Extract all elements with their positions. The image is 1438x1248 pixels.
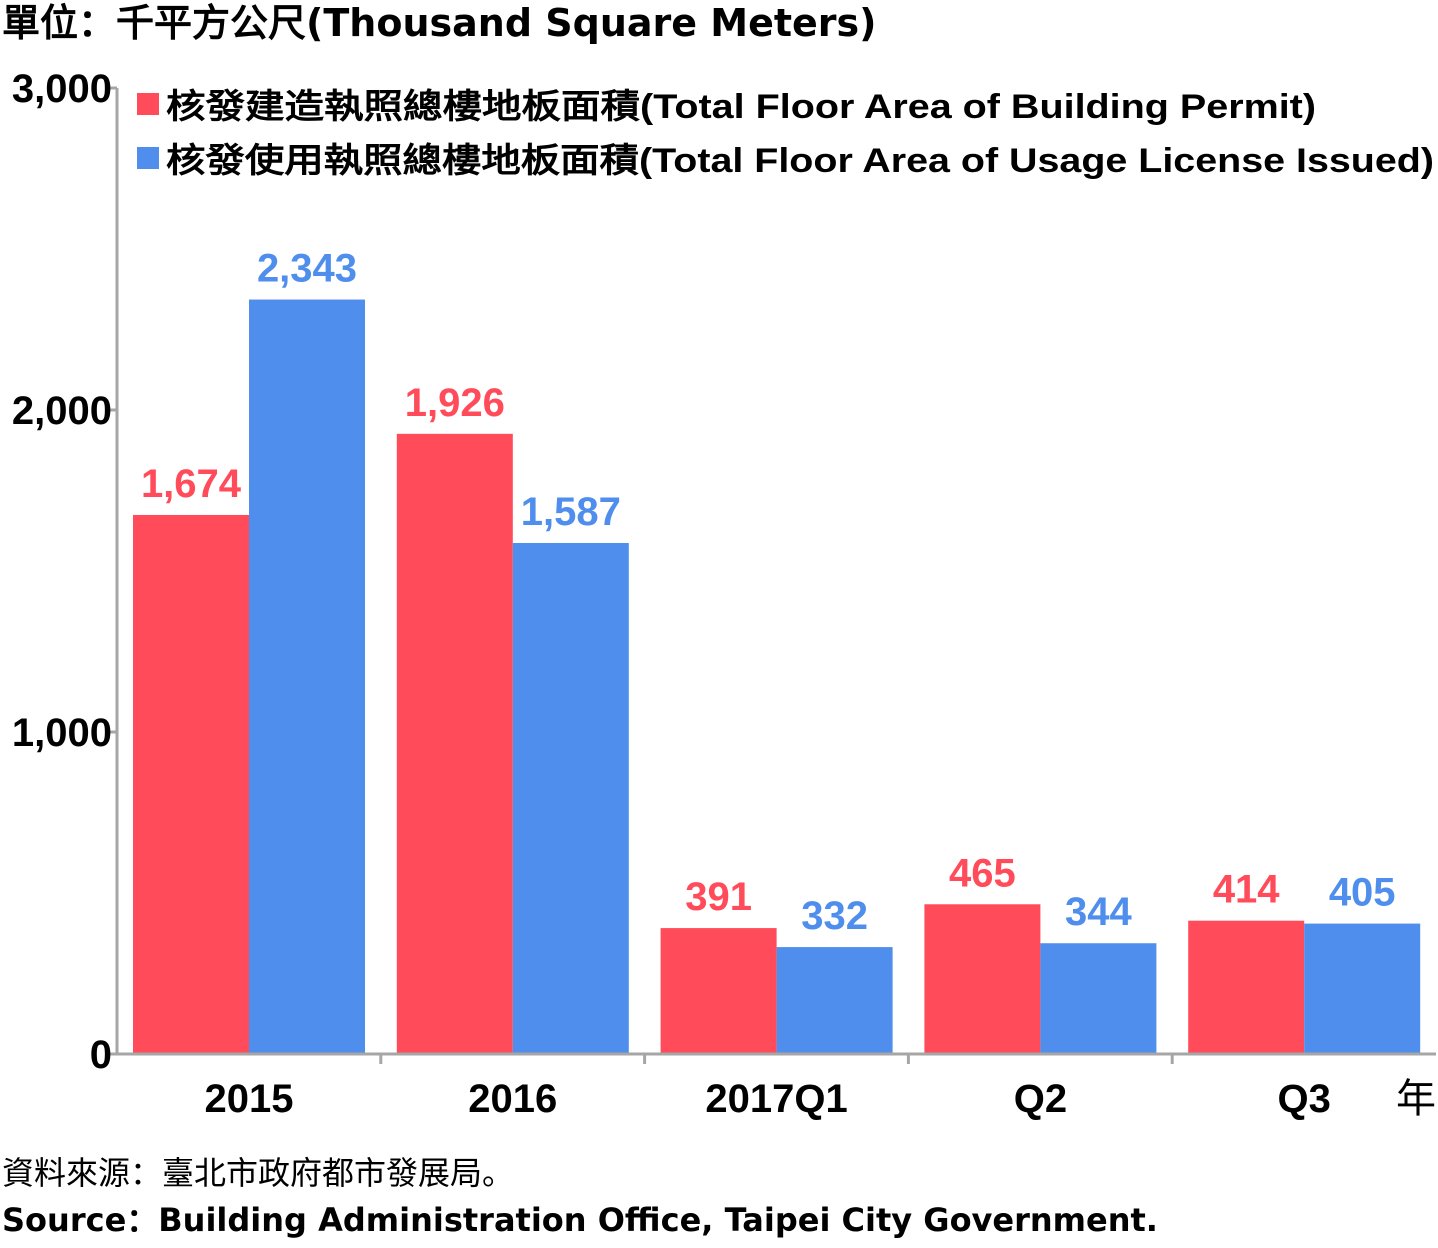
x-unit-label: 年 — [1396, 1077, 1436, 1121]
value-label-permit-Q2: 465 — [949, 851, 1016, 895]
y-tick-label: 2,000 — [12, 389, 112, 433]
value-label-permit-2017Q1: 391 — [685, 875, 752, 919]
bar-permit-Q3 — [1188, 920, 1305, 1054]
legend-swatch-license — [137, 147, 159, 169]
bar-license-2017Q1 — [776, 947, 893, 1054]
value-label-license-Q3: 405 — [1329, 871, 1396, 915]
value-label-permit-Q3: 414 — [1213, 868, 1280, 912]
unit-label: 單位：千平方公尺(Thousand Square Meters) — [2, 1, 877, 45]
value-label-permit-2016: 1,926 — [405, 381, 505, 425]
y-tick-label: 0 — [90, 1033, 112, 1077]
bar-license-2016 — [512, 542, 629, 1054]
x-tick-label-2016: 2016 — [468, 1077, 557, 1121]
y-tick-label: 3,000 — [12, 67, 112, 111]
y-tick-label: 1,000 — [12, 711, 112, 755]
value-label-license-2017Q1: 332 — [801, 894, 868, 938]
legend-label-permit: 核發建造執照總樓地板面積(Total Floor Area of Buildin… — [166, 88, 1316, 126]
source-english: Source：Building Administration Office, T… — [2, 1201, 1158, 1239]
bar-chart: 0 1,000 2,000 3,000 1,674 2,343 2015 1,926 1,587… — [12, 67, 1436, 1121]
value-label-license-2016: 1,587 — [521, 490, 621, 534]
x-tick-label-Q3: Q3 — [1278, 1077, 1331, 1121]
source-chinese: 資料來源：臺北市政府都市發展局。 — [2, 1154, 515, 1192]
x-tick-label-Q2: Q2 — [1014, 1077, 1067, 1121]
bar-license-2015 — [249, 299, 365, 1055]
value-label-permit-2015: 1,674 — [141, 462, 242, 506]
bar-permit-2017Q1 — [660, 928, 777, 1054]
bar-permit-Q2 — [924, 904, 1041, 1054]
bar-permit-2015 — [133, 514, 249, 1054]
x-tick-label-2015: 2015 — [205, 1077, 294, 1121]
bar-permit-2016 — [396, 433, 513, 1054]
bar-license-Q2 — [1040, 943, 1157, 1054]
legend-swatch-permit — [137, 93, 159, 115]
bar-license-Q3 — [1304, 923, 1421, 1054]
value-label-license-2015: 2,343 — [257, 247, 357, 291]
x-tick-label-2017Q1: 2017Q1 — [705, 1077, 847, 1121]
legend-label-license: 核發使用執照總樓地板面積(Total Floor Area of Usage L… — [166, 142, 1434, 180]
value-label-license-Q2: 344 — [1065, 890, 1132, 934]
